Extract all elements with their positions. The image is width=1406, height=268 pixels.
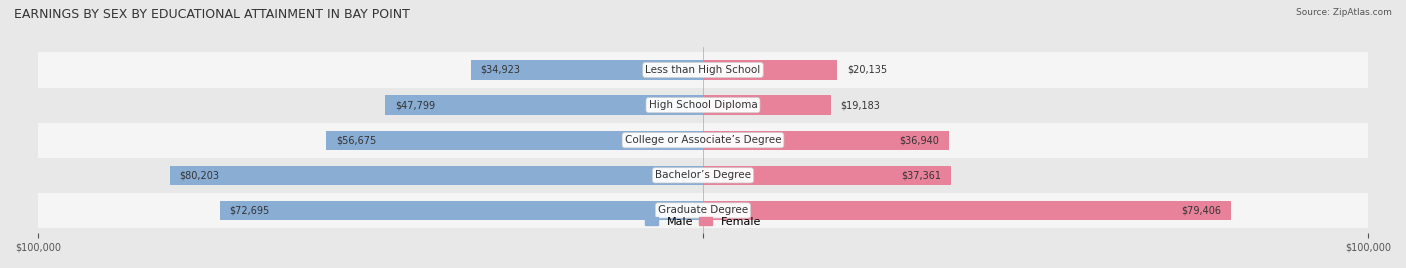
Text: $56,675: $56,675 [336,135,377,145]
Bar [38,193,1368,228]
Bar [38,123,1368,158]
Text: $47,799: $47,799 [395,100,436,110]
Text: $72,695: $72,695 [229,206,270,215]
Bar [703,95,831,115]
Text: College or Associate’s Degree: College or Associate’s Degree [624,135,782,145]
Text: Source: ZipAtlas.com: Source: ZipAtlas.com [1296,8,1392,17]
Bar [38,88,1368,123]
Text: $20,135: $20,135 [846,65,887,75]
Text: Less than High School: Less than High School [645,65,761,75]
Text: $37,361: $37,361 [901,170,942,180]
Bar [38,158,1368,193]
Bar [326,131,703,150]
Bar [471,60,703,80]
Text: Graduate Degree: Graduate Degree [658,206,748,215]
Text: $79,406: $79,406 [1181,206,1220,215]
Bar [703,60,837,80]
Bar [703,166,952,185]
Bar [385,95,703,115]
Text: High School Diploma: High School Diploma [648,100,758,110]
Bar [703,201,1232,220]
Bar [38,53,1368,88]
Text: $36,940: $36,940 [898,135,939,145]
Text: $19,183: $19,183 [841,100,880,110]
Text: EARNINGS BY SEX BY EDUCATIONAL ATTAINMENT IN BAY POINT: EARNINGS BY SEX BY EDUCATIONAL ATTAINMEN… [14,8,411,21]
Bar [703,131,949,150]
Bar [219,201,703,220]
Text: $34,923: $34,923 [481,65,520,75]
Text: $80,203: $80,203 [180,170,219,180]
Text: Bachelor’s Degree: Bachelor’s Degree [655,170,751,180]
Legend: Male, Female: Male, Female [640,213,766,232]
Bar [170,166,703,185]
